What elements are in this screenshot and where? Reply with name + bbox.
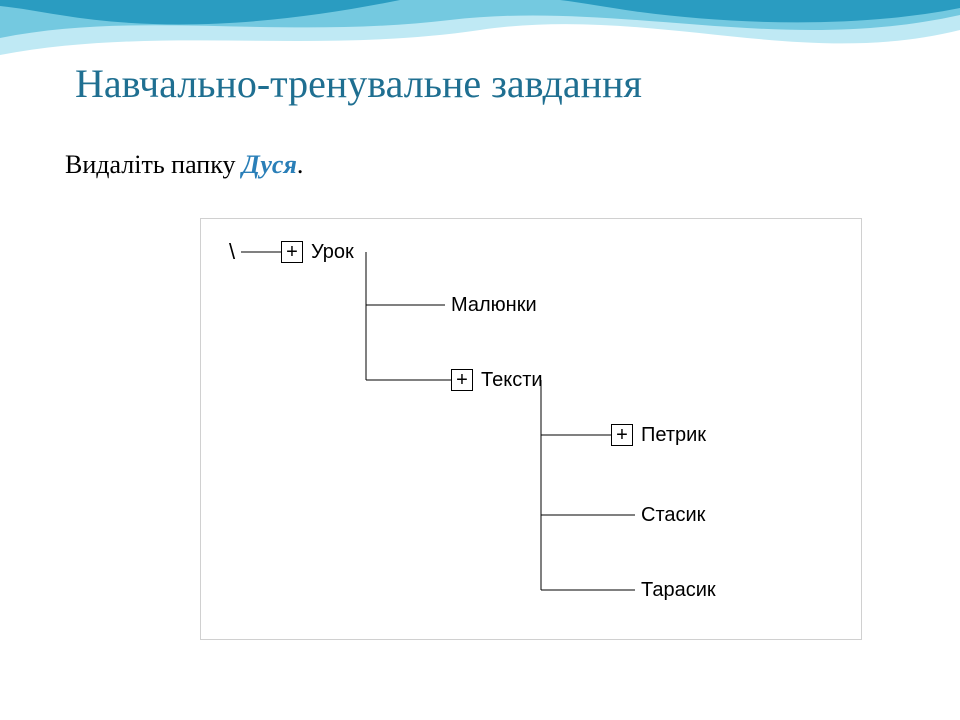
instruction-suffix: . bbox=[297, 150, 304, 179]
page-title: Навчально-тренувальне завдання bbox=[75, 60, 642, 107]
folder-tree: \ + Урок Малюнки + Тексти + Петрик Стасик Тараси… bbox=[200, 218, 862, 640]
instruction-keyword: Дуся bbox=[242, 150, 297, 179]
expander-pet[interactable]: + bbox=[611, 424, 633, 446]
folder-pet[interactable]: Петрик bbox=[641, 424, 706, 447]
root-backslash: \ bbox=[229, 239, 235, 265]
expander-root[interactable]: + bbox=[281, 241, 303, 263]
instruction-text: Видаліть папку Дуся. bbox=[65, 150, 303, 180]
tree-connectors bbox=[201, 219, 861, 639]
folder-tar[interactable]: Тарасик bbox=[641, 579, 716, 602]
folder-tek[interactable]: Тексти bbox=[481, 369, 543, 392]
folder-root[interactable]: Урок bbox=[311, 241, 354, 264]
folder-sta[interactable]: Стасик bbox=[641, 504, 705, 527]
instruction-prefix: Видаліть папку bbox=[65, 150, 242, 179]
expander-tek[interactable]: + bbox=[451, 369, 473, 391]
folder-mal[interactable]: Малюнки bbox=[451, 294, 537, 317]
